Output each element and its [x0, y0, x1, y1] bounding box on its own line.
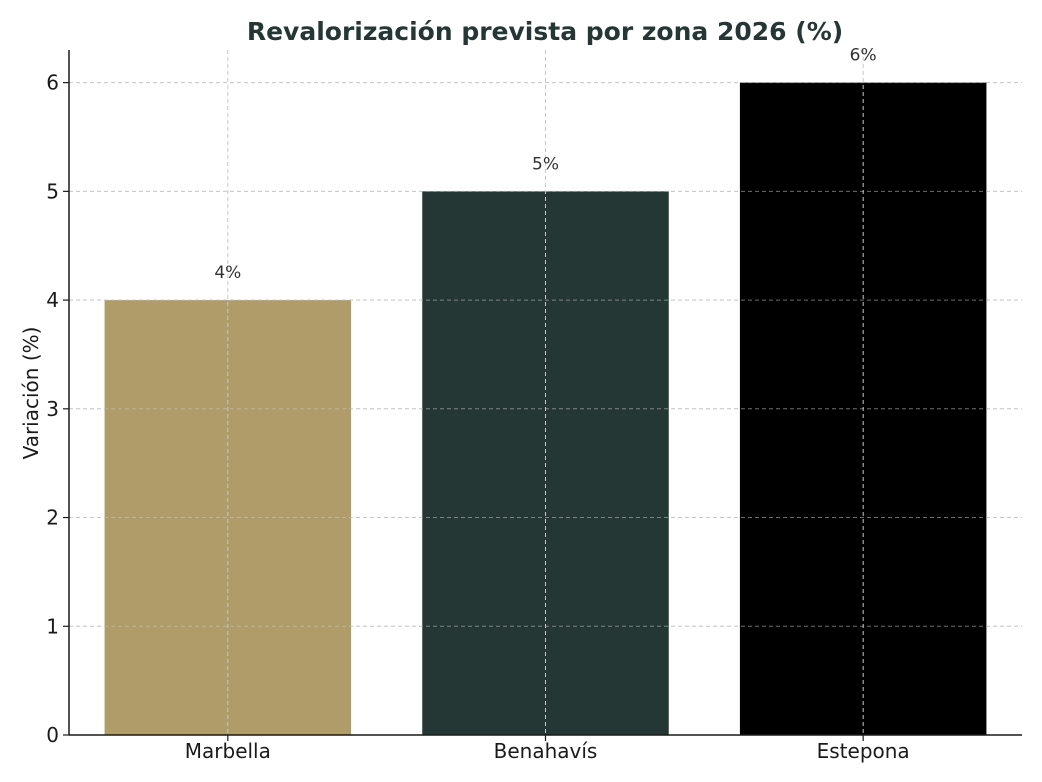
- grid-overlay: [69, 50, 1022, 735]
- ytick-label: 6: [46, 71, 59, 95]
- xtick-label: Marbella: [185, 739, 271, 763]
- data-label: 5%: [532, 154, 559, 174]
- data-labels: 4% 5% 6%: [214, 46, 876, 283]
- data-label: 4%: [214, 263, 241, 283]
- ytick-label: 0: [46, 723, 59, 747]
- y-ticks: 0 1 2 3 4 5 6: [46, 71, 69, 747]
- ytick-label: 4: [46, 288, 59, 312]
- xtick-label: Estepona: [817, 739, 910, 763]
- xtick-label: Benahavís: [494, 739, 598, 763]
- data-label: 6%: [850, 46, 877, 66]
- ytick-label: 2: [46, 506, 59, 530]
- ytick-label: 5: [46, 179, 59, 203]
- y-axis-label: Variación (%): [19, 327, 43, 460]
- ytick-label: 3: [46, 397, 59, 421]
- x-ticks: Marbella Benahavís Estepona: [185, 735, 910, 763]
- chart-title: Revalorización prevista por zona 2026 (%…: [247, 17, 843, 46]
- ytick-label: 1: [46, 614, 59, 638]
